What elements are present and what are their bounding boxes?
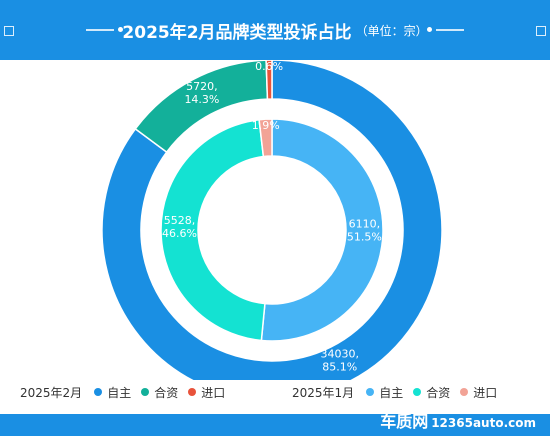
inner-slice-import[interactable]: [258, 118, 273, 158]
legend-item-jan-import[interactable]: 进口: [460, 384, 497, 401]
inner-label-value-import: 220,: [254, 106, 279, 119]
legend-dot-jan-domestic: [366, 388, 375, 396]
legend-label-jan-domestic: 自主: [379, 385, 404, 400]
inner-label-percent-jv: 46.6%: [162, 227, 197, 240]
legend-dot-feb-domestic: [94, 388, 103, 396]
legend-period-jan: 2025年1月: [292, 385, 355, 400]
inner-label-import: 220, 1.9%: [252, 106, 280, 132]
header-dash-right: [436, 29, 464, 31]
footer-bar: [0, 414, 550, 436]
outer-label-percent-import: 0.6%: [255, 60, 283, 73]
legend-feb: 2025年2月 自主 合资 进口: [20, 382, 225, 402]
legend-jan: 2025年1月 自主 合资 进口: [292, 382, 497, 402]
outer-slice-import[interactable]: [265, 60, 273, 100]
chart-title: 2025年2月品牌类型投诉占比: [122, 22, 352, 43]
header-dash-left: [86, 29, 114, 31]
inner-label-value-domestic: 6110,: [349, 217, 381, 230]
inner-slice-domestic[interactable]: [260, 118, 384, 342]
inner-label-jv: 5528, 46.6%: [162, 214, 197, 240]
outer-label-domestic: 34030, 85.1%: [320, 347, 359, 373]
chart-header: 2025年2月品牌类型投诉占比 （单位：宗）: [0, 0, 550, 60]
legend-item-feb-import[interactable]: 进口: [188, 384, 225, 401]
donut-chart: 34030,85.1%5720,14.3%221,0.6%6110,51.5%5…: [101, 60, 443, 380]
header-dot-right: [427, 27, 432, 32]
inner-label-percent-import: 1.9%: [252, 119, 280, 132]
brand-domain: 12365auto.com: [431, 416, 536, 430]
legend-label-feb-import: 进口: [201, 385, 226, 400]
legend-dot-feb-import: [188, 388, 197, 396]
legend-item-feb-jv[interactable]: 合资: [141, 384, 178, 401]
header-decoration-right: [536, 26, 546, 36]
outer-slice-domestic[interactable]: [101, 60, 443, 380]
header-decoration-left: [4, 26, 14, 36]
legend-item-feb-domestic[interactable]: 自主: [94, 384, 131, 401]
outer-label-value-jv: 5720,: [186, 80, 218, 93]
inner-label-value-jv: 5528,: [164, 214, 196, 227]
brand-logo: 车质网 12365auto.com: [380, 408, 536, 432]
legend-dot-jan-jv: [413, 388, 422, 396]
inner-slice-jv[interactable]: [160, 118, 266, 342]
outer-label-import: 221,0.6%: [255, 60, 283, 73]
legend-dot-jan-import: [460, 388, 469, 396]
outer-label-percent-domestic: 85.1%: [322, 360, 357, 373]
inner-label-percent-domestic: 51.5%: [347, 230, 382, 243]
outer-label-jv: 5720, 14.3%: [184, 80, 219, 106]
outer-label-percent-jv: 14.3%: [184, 93, 219, 106]
legend-period-feb: 2025年2月: [20, 385, 83, 400]
inner-label-domestic: 6110, 51.5%: [347, 217, 382, 243]
legend-label-feb-domestic: 自主: [107, 385, 132, 400]
legend-item-jan-jv[interactable]: 合资: [413, 384, 450, 401]
chart-unit: （单位：宗）: [355, 23, 428, 38]
brand-name: 车质网: [380, 412, 429, 431]
header-dot-left: [118, 27, 123, 32]
legend-label-feb-jv: 合资: [154, 385, 179, 400]
legend-label-jan-jv: 合资: [426, 385, 451, 400]
legend-dot-feb-jv: [141, 388, 150, 396]
outer-label-value-domestic: 34030,: [320, 347, 359, 360]
legend-label-jan-import: 进口: [473, 385, 498, 400]
legend-item-jan-domestic[interactable]: 自主: [366, 384, 403, 401]
